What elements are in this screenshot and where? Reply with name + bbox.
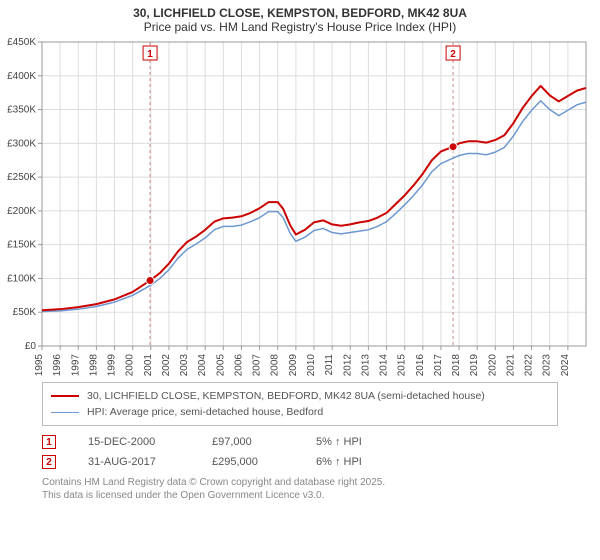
svg-text:2023: 2023: [542, 354, 553, 376]
svg-text:2011: 2011: [324, 354, 335, 376]
svg-text:2024: 2024: [560, 354, 571, 376]
chart-title-address: 30, LICHFIELD CLOSE, KEMPSTON, BEDFORD, …: [10, 6, 590, 20]
svg-text:£150K: £150K: [7, 240, 36, 251]
svg-text:1999: 1999: [107, 354, 118, 376]
svg-text:2022: 2022: [524, 354, 535, 376]
chart-title-block: 30, LICHFIELD CLOSE, KEMPSTON, BEDFORD, …: [0, 0, 600, 36]
svg-text:2: 2: [450, 49, 456, 60]
legend-swatch: [51, 395, 79, 397]
annotation-price: £97,000: [212, 436, 284, 448]
sale-annotations: 1 15-DEC-2000 £97,000 5% ↑ HPI 2 31-AUG-2017 £…: [42, 432, 558, 472]
svg-text:2000: 2000: [125, 354, 136, 376]
license-text: Contains HM Land Registry data © Crown c…: [42, 476, 558, 502]
svg-text:2007: 2007: [252, 354, 263, 376]
annotation-price: £295,000: [212, 456, 284, 468]
legend-label: HPI: Average price, semi-detached house,…: [87, 406, 323, 418]
annotation-row: 2 31-AUG-2017 £295,000 6% ↑ HPI: [42, 452, 558, 472]
svg-text:2019: 2019: [469, 354, 480, 376]
svg-text:£250K: £250K: [7, 172, 36, 183]
svg-text:£0: £0: [25, 341, 37, 352]
license-line: Contains HM Land Registry data © Crown c…: [42, 476, 558, 489]
svg-text:2002: 2002: [161, 354, 172, 376]
svg-text:2008: 2008: [270, 354, 281, 376]
svg-text:2001: 2001: [143, 354, 154, 376]
svg-text:2018: 2018: [451, 354, 462, 376]
svg-text:£100K: £100K: [7, 273, 36, 284]
svg-text:2003: 2003: [179, 354, 190, 376]
svg-text:1997: 1997: [70, 354, 81, 376]
chart-title-subtitle: Price paid vs. HM Land Registry's House …: [10, 20, 590, 34]
svg-text:£200K: £200K: [7, 206, 36, 217]
svg-text:2020: 2020: [487, 354, 498, 376]
svg-text:£350K: £350K: [7, 105, 36, 116]
annotation-row: 1 15-DEC-2000 £97,000 5% ↑ HPI: [42, 432, 558, 452]
svg-text:1: 1: [147, 49, 153, 60]
legend-label: 30, LICHFIELD CLOSE, KEMPSTON, BEDFORD, …: [87, 390, 485, 402]
svg-text:1998: 1998: [88, 354, 99, 376]
legend-row: HPI: Average price, semi-detached house,…: [51, 404, 549, 420]
license-line: This data is licensed under the Open Gov…: [42, 489, 558, 502]
svg-text:2005: 2005: [215, 354, 226, 376]
svg-text:£300K: £300K: [7, 138, 36, 149]
svg-text:£450K: £450K: [7, 37, 36, 48]
annotation-date: 31-AUG-2017: [88, 456, 180, 468]
svg-text:2006: 2006: [233, 354, 244, 376]
svg-text:£50K: £50K: [13, 307, 37, 318]
price-chart: £0 £50K £100K £150K £200K £250K £300K £350K £400…: [0, 36, 600, 376]
svg-text:1996: 1996: [52, 354, 63, 376]
svg-text:2012: 2012: [342, 354, 353, 376]
svg-text:2013: 2013: [360, 354, 371, 376]
svg-text:1995: 1995: [34, 354, 45, 376]
annotation-date: 15-DEC-2000: [88, 436, 180, 448]
svg-text:2004: 2004: [197, 354, 208, 376]
svg-text:2016: 2016: [415, 354, 426, 376]
svg-text:2021: 2021: [505, 354, 516, 376]
annotation-delta: 5% ↑ HPI: [316, 436, 362, 448]
svg-text:2015: 2015: [397, 354, 408, 376]
legend-swatch: [51, 412, 79, 413]
svg-text:2010: 2010: [306, 354, 317, 376]
svg-text:£400K: £400K: [7, 71, 36, 82]
legend-row: 30, LICHFIELD CLOSE, KEMPSTON, BEDFORD, …: [51, 388, 549, 404]
annotation-badge: 1: [42, 435, 56, 449]
annotation-delta: 6% ↑ HPI: [316, 456, 362, 468]
svg-text:2017: 2017: [433, 354, 444, 376]
legend: 30, LICHFIELD CLOSE, KEMPSTON, BEDFORD, …: [42, 382, 558, 426]
svg-text:2014: 2014: [379, 354, 390, 376]
annotation-badge: 2: [42, 455, 56, 469]
svg-text:2009: 2009: [288, 354, 299, 376]
